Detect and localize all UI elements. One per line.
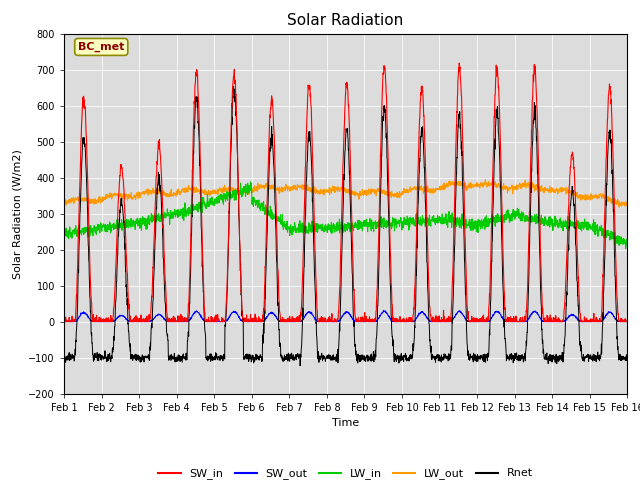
LW_in bbox=[246, 179, 254, 185]
SW_out bbox=[510, 319, 518, 324]
Rnet bbox=[362, 353, 370, 359]
SW_out bbox=[380, 308, 387, 313]
LW_in bbox=[509, 214, 517, 219]
LW_in bbox=[60, 230, 68, 236]
Rnet bbox=[589, 357, 597, 363]
LW_out bbox=[60, 200, 68, 206]
Rnet bbox=[574, 293, 582, 299]
Line: LW_out: LW_out bbox=[64, 180, 627, 207]
SW_out bbox=[362, 318, 370, 324]
X-axis label: Time: Time bbox=[332, 418, 359, 428]
Rnet bbox=[217, 353, 225, 359]
LW_out bbox=[481, 177, 489, 182]
LW_out bbox=[362, 190, 370, 196]
SW_in bbox=[362, 319, 370, 324]
LW_out bbox=[374, 186, 382, 192]
SW_in bbox=[623, 317, 631, 323]
LW_in bbox=[622, 246, 630, 252]
SW_in bbox=[456, 60, 463, 66]
SW_in bbox=[374, 244, 382, 250]
SW_in bbox=[60, 319, 68, 324]
Line: SW_in: SW_in bbox=[64, 63, 627, 322]
LW_in bbox=[574, 223, 582, 229]
Rnet bbox=[60, 351, 68, 357]
SW_in bbox=[589, 317, 597, 323]
Title: Solar Radiation: Solar Radiation bbox=[287, 13, 404, 28]
Line: Rnet: Rnet bbox=[64, 86, 627, 366]
SW_out bbox=[218, 319, 225, 324]
LW_in bbox=[217, 194, 225, 200]
LW_out bbox=[615, 204, 623, 210]
SW_out bbox=[574, 316, 582, 322]
Rnet bbox=[230, 84, 237, 89]
LW_out bbox=[623, 202, 631, 208]
LW_in bbox=[362, 223, 370, 229]
LW_in bbox=[374, 223, 382, 229]
SW_out bbox=[61, 319, 68, 324]
Line: LW_in: LW_in bbox=[64, 182, 627, 249]
Legend: SW_in, SW_out, LW_in, LW_out, Rnet: SW_in, SW_out, LW_in, LW_out, Rnet bbox=[154, 464, 537, 480]
SW_in bbox=[510, 313, 518, 319]
SW_in bbox=[574, 263, 582, 268]
LW_in bbox=[589, 227, 597, 233]
LW_out bbox=[589, 193, 597, 199]
Rnet bbox=[375, 272, 383, 277]
LW_out bbox=[217, 189, 225, 194]
LW_out bbox=[509, 186, 517, 192]
SW_in bbox=[60, 317, 68, 323]
Rnet bbox=[510, 353, 518, 359]
SW_out bbox=[589, 319, 597, 324]
Rnet bbox=[623, 352, 631, 358]
SW_out bbox=[374, 315, 382, 321]
Rnet bbox=[296, 363, 304, 369]
Y-axis label: Solar Radiation (W/m2): Solar Radiation (W/m2) bbox=[13, 149, 23, 278]
Text: BC_met: BC_met bbox=[78, 42, 124, 52]
SW_out bbox=[60, 319, 68, 324]
LW_in bbox=[623, 239, 631, 244]
Line: SW_out: SW_out bbox=[64, 311, 627, 322]
SW_out bbox=[623, 319, 631, 324]
LW_out bbox=[574, 192, 582, 198]
SW_in bbox=[218, 319, 225, 324]
